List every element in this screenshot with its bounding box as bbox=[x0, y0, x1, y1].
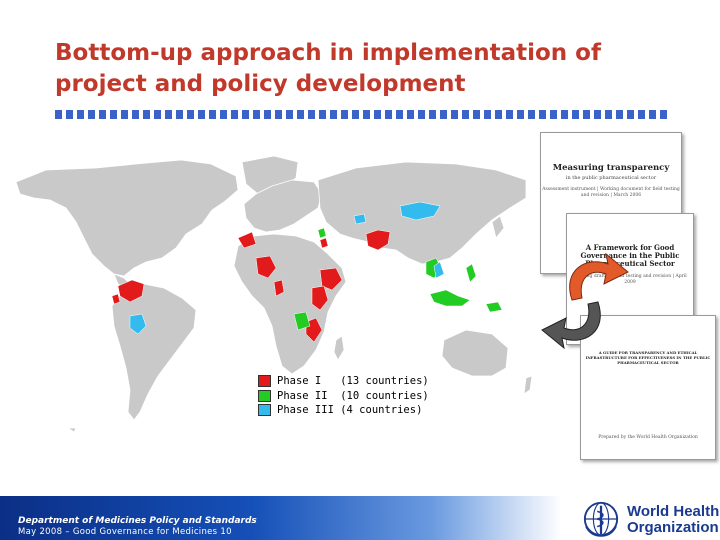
country-phase-2-philippines bbox=[465, 263, 477, 283]
cycle-arrows-icon bbox=[541, 252, 629, 350]
legend-swatch bbox=[258, 389, 271, 402]
document-text: Working draft for field testing and revi… bbox=[573, 274, 687, 285]
dotted-divider bbox=[55, 110, 667, 119]
document-subtitle: in the public pharmaceutical sector bbox=[565, 175, 657, 181]
world-map bbox=[15, 155, 533, 433]
arrow-red bbox=[569, 252, 629, 301]
legend-swatch bbox=[258, 404, 271, 416]
legend-item-phase-3: Phase III (4 countries) bbox=[258, 403, 429, 417]
country-phase-3-bolivia bbox=[129, 313, 147, 335]
africa bbox=[233, 233, 347, 375]
legend-swatch bbox=[258, 375, 271, 387]
legend-item-phase-1: Phase I (13 countries) bbox=[258, 374, 429, 388]
legend-label: Phase I (13 countries) bbox=[277, 375, 429, 387]
legend-label: Phase II (10 countries) bbox=[277, 389, 429, 402]
north-america bbox=[15, 159, 239, 277]
country-phase-3-mongolia bbox=[399, 201, 441, 221]
country-phase-1-colombia-venezuela bbox=[117, 279, 145, 303]
map-legend: Phase I (13 countries) Phase II (10 coun… bbox=[258, 374, 429, 418]
who-logo-line-1: World Health bbox=[627, 503, 720, 520]
document-text: Prepared by the World Health Organizatio… bbox=[598, 435, 698, 440]
country-phase-1-cameroon bbox=[273, 279, 285, 297]
who-emblem-icon bbox=[583, 501, 619, 537]
country-phase-1-ethiopia bbox=[319, 267, 343, 291]
country-phase-1-mozambique bbox=[305, 317, 323, 343]
who-logo-text: World Health Organization bbox=[627, 504, 719, 536]
legend-label: Phase III (4 countries) bbox=[277, 404, 423, 416]
country-phase-1-morocco bbox=[237, 231, 257, 249]
document-title: Measuring transparency bbox=[552, 163, 670, 173]
europe bbox=[243, 179, 323, 233]
arrow-dark bbox=[541, 301, 601, 350]
japan bbox=[491, 215, 505, 239]
slide-title: Bottom-up approach in implementation of … bbox=[55, 38, 675, 100]
country-phase-1-mali-niger bbox=[255, 255, 277, 279]
new-zealand bbox=[523, 375, 533, 395]
country-phase-2-indonesia bbox=[429, 289, 471, 307]
country-phase-2-malawi-zambia bbox=[293, 311, 311, 331]
madagascar bbox=[333, 335, 345, 361]
document-title: A GUIDE FOR TRANSPARENCY AND ETHICAL INF… bbox=[585, 350, 711, 365]
country-phase-1-kenya-tanzania bbox=[311, 285, 329, 311]
footer-department: Department of Medicines Policy and Stand… bbox=[18, 516, 257, 526]
document-title: A Framework for Good Governance in the P… bbox=[580, 243, 680, 268]
country-phase-2-papua bbox=[485, 301, 503, 313]
antarctic-dot bbox=[66, 427, 77, 433]
south-america bbox=[111, 283, 197, 421]
legend-item-phase-2: Phase II (10 countries) bbox=[258, 389, 429, 403]
country-phase-3-cambodia-vietnam bbox=[433, 261, 445, 279]
country-phase-1-ecuador bbox=[111, 293, 121, 305]
country-phase-1-pakistan bbox=[365, 229, 391, 251]
who-logo-line-2: Organization bbox=[627, 519, 719, 536]
title-line-1: Bottom-up approach in implementation of bbox=[55, 40, 601, 66]
country-phase-3-kyrgyzstan bbox=[353, 213, 367, 225]
document-text: Assessment instrument | Working document… bbox=[542, 187, 680, 198]
footer-event: May 2008 – Good Governance for Medicines… bbox=[18, 527, 232, 537]
document-cover-3: A GUIDE FOR TRANSPARENCY AND ETHICAL INF… bbox=[580, 315, 716, 460]
title-line-2: project and policy development bbox=[55, 71, 466, 97]
australia bbox=[441, 329, 509, 377]
country-phase-2-lebanon-syria bbox=[317, 227, 327, 239]
country-phase-1-jordan bbox=[319, 237, 329, 249]
